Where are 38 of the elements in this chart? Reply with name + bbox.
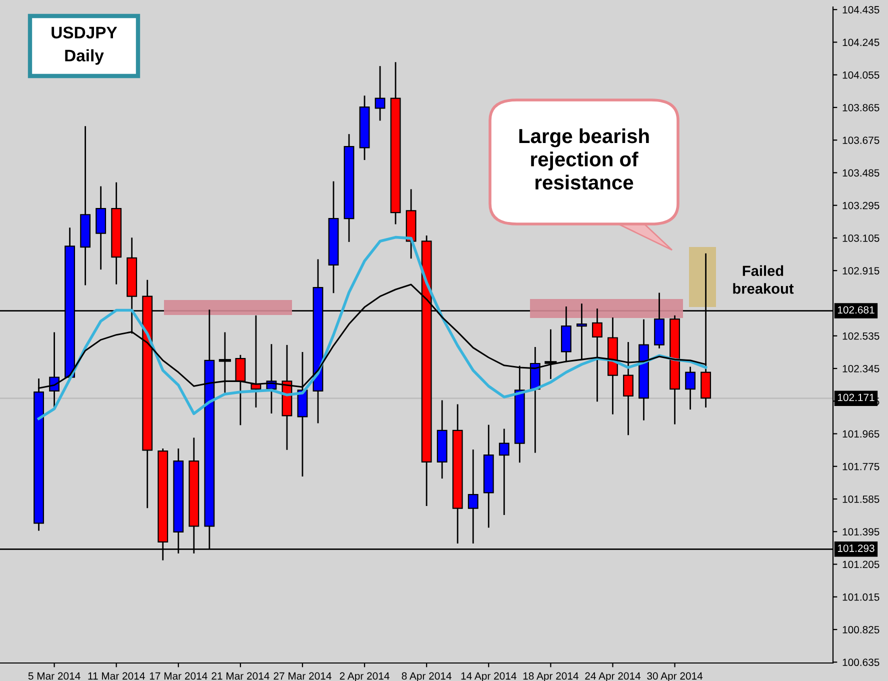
y-tick-label: 100.635 [842,658,880,666]
y-tick-label: 104.435 [842,6,880,14]
x-tick-label: 17 Mar 2014 [150,672,208,680]
y-tick-label: 103.865 [842,104,880,112]
y-tick-label: 101.395 [842,528,880,536]
y-tick-label: 101.015 [842,593,880,601]
x-tick-label: 21 Mar 2014 [212,672,270,680]
y-tick-label: 102.345 [842,364,880,372]
candlestick [685,366,696,410]
y-tick-label: 101.585 [842,496,880,503]
annotation: Large bearish rejection of resistance [519,128,649,190]
text: Failed breakout [733,265,794,294]
candlestick [468,450,478,544]
candlestick [498,428,510,515]
y-tick-label: 103.485 [842,169,880,177]
x-tick-label: 11 Mar 2014 [88,672,145,680]
ref-line-label: 101.293 [838,544,874,552]
text: Daily [65,49,104,65]
y-tick-label: 103.105 [842,234,880,242]
y-tick-label: 102.915 [842,267,880,274]
y-tick-label: 104.245 [842,38,880,46]
ref-line-label: 102.681 [838,306,874,314]
y-tick-label: 103.675 [842,136,880,144]
x-tick-label: 27 Mar 2014 [274,672,332,680]
y-tick-label: 101.205 [842,560,880,568]
y-tick-label: 101.775 [842,462,880,470]
y-tick-label: 103.295 [842,202,880,210]
y-tick-label: 104.055 [842,71,880,79]
y-tick-label: 102.535 [842,332,880,340]
candlestick [544,329,557,379]
x-tick-label: 5 Mar 2014 [28,672,80,680]
line-series [37,236,708,420]
y-tick-label: 101.965 [842,430,880,438]
candlestick [576,304,587,360]
text: USDJPY [52,26,118,38]
y-tick-label: 100.825 [842,626,880,634]
candlestick [374,66,386,121]
ref-line-label: 102.171 [838,394,874,402]
